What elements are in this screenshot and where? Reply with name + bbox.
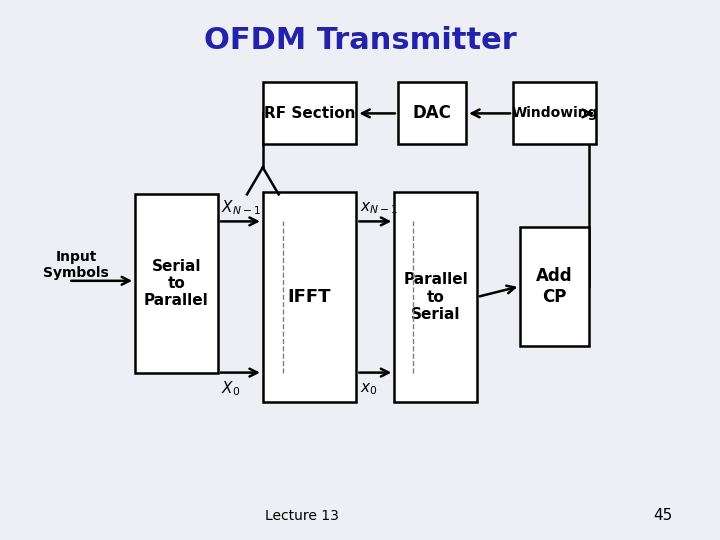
Text: $x_{N-1}$: $x_{N-1}$ [360,200,398,216]
Bar [395,192,477,402]
Text: 45: 45 [653,508,672,523]
Bar [521,227,589,346]
Text: $X_0$: $X_0$ [222,380,240,398]
Bar [513,82,596,144]
Text: Lecture 13: Lecture 13 [266,509,339,523]
Text: Input
Symbols: Input Symbols [43,249,109,280]
Bar [263,192,356,402]
Text: Parallel
to
Serial: Parallel to Serial [403,272,468,322]
Text: $X_{N-1}$: $X_{N-1}$ [222,199,261,217]
Bar [135,194,218,373]
Text: Windowing: Windowing [511,106,598,120]
Text: RF Section: RF Section [264,106,356,121]
Bar [397,82,467,144]
Text: OFDM Transmitter: OFDM Transmitter [204,26,516,55]
Text: Serial
to
Parallel: Serial to Parallel [144,259,209,308]
Bar [263,82,356,144]
Text: DAC: DAC [413,104,451,123]
Text: IFFT: IFFT [288,288,331,306]
Text: $x_0$: $x_0$ [360,381,377,397]
Text: Add
CP: Add CP [536,267,572,306]
